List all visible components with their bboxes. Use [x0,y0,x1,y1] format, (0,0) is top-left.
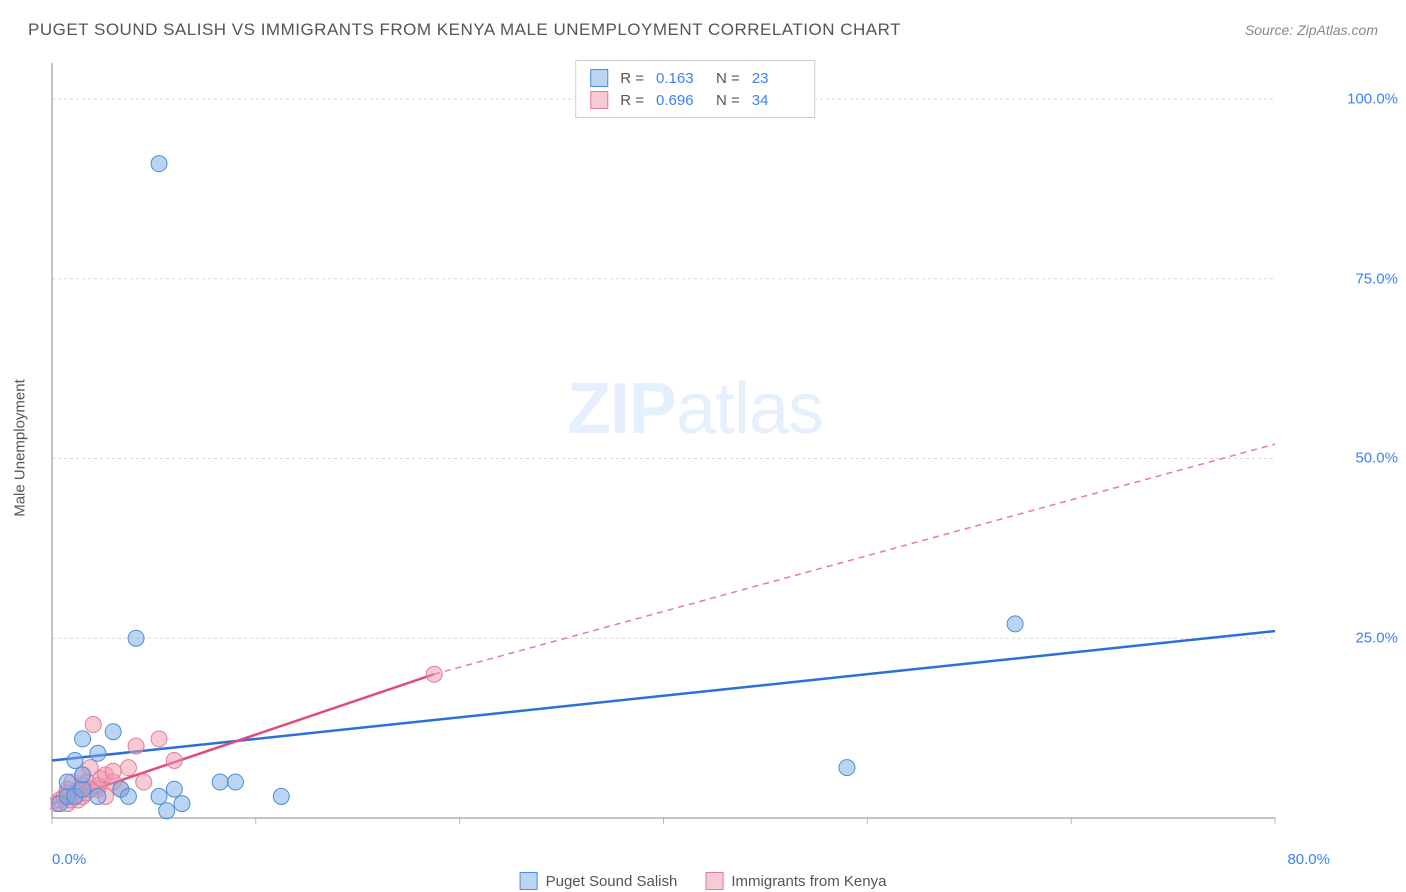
legend-label-0: Puget Sound Salish [546,873,678,890]
series-legend: Puget Sound Salish Immigrants from Kenya [520,872,887,890]
y-tick-label: 100.0% [1347,90,1398,107]
y-tick-label: 75.0% [1355,270,1398,287]
chart-area: Male Unemployment ZIPatlas R = 0.163 N =… [50,58,1340,838]
scatter-plot [50,58,1340,838]
stats-row-series-0: R = 0.163 N = 23 [590,67,800,89]
n-label-1: N = [716,92,740,109]
stats-legend: R = 0.163 N = 23 R = 0.696 N = 34 [575,60,815,118]
r-label-1: R = [620,92,644,109]
swatch-series-0 [590,69,608,87]
n-label-0: N = [716,70,740,87]
stats-row-series-1: R = 0.696 N = 34 [590,89,800,111]
legend-item-1: Immigrants from Kenya [705,872,886,890]
x-tick-label: 80.0% [1287,851,1330,868]
y-tick-label: 50.0% [1355,450,1398,467]
r-value-1: 0.696 [656,92,704,109]
source-attribution: Source: ZipAtlas.com [1245,22,1378,38]
legend-swatch-0 [520,872,538,890]
r-value-0: 0.163 [656,70,704,87]
r-label-0: R = [620,70,644,87]
y-axis-label: Male Unemployment [12,379,29,517]
swatch-series-1 [590,91,608,109]
y-tick-label: 25.0% [1355,630,1398,647]
x-tick-label: 0.0% [52,851,86,868]
source-name: ZipAtlas.com [1297,22,1378,38]
legend-item-0: Puget Sound Salish [520,872,678,890]
legend-swatch-1 [705,872,723,890]
n-value-1: 34 [752,92,800,109]
chart-title: PUGET SOUND SALISH VS IMMIGRANTS FROM KE… [28,20,901,40]
n-value-0: 23 [752,70,800,87]
source-prefix: Source: [1245,22,1297,38]
legend-label-1: Immigrants from Kenya [731,873,886,890]
